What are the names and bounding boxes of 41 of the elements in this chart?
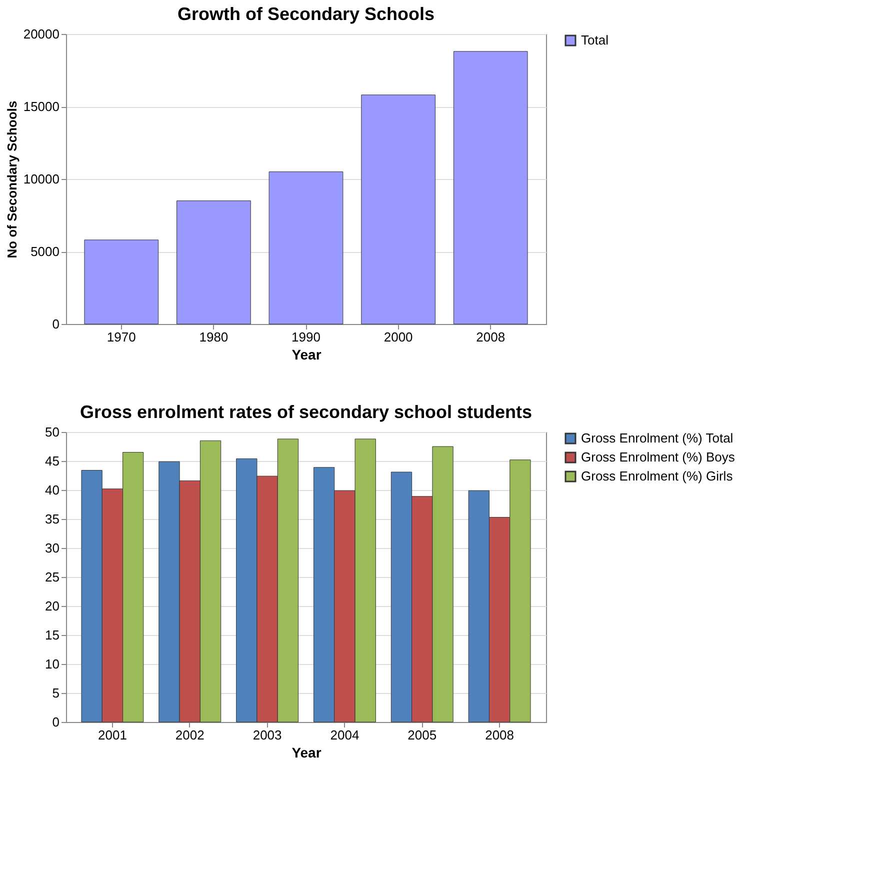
x-axis-title: Year [292,744,322,760]
y-tick-label: 25 [45,570,60,584]
y-axis-title: No of Secondary Schools [4,100,20,258]
x-tick-label: 2003 [252,728,282,742]
legend-label: Gross Enrolment (%) Total [581,430,734,446]
y-tick-label: 20000 [23,26,60,42]
y-tick-label: 10 [45,656,60,672]
bar [176,200,251,324]
legend-label: Total [581,32,609,48]
x-tick-label: 2008 [476,330,506,344]
y-tick-label: 35 [45,512,60,526]
y-tick-label: 30 [45,540,60,556]
y-tick-label: 45 [45,454,60,468]
y-tick-label: 5000 [30,244,60,259]
y-tick-label: 20 [45,598,60,614]
x-tick-label: 1980 [199,330,228,344]
y-tick-label: 5 [52,686,60,700]
x-tick-label: 2000 [384,330,413,344]
chart-title: Growth of Secondary Schools [177,4,435,24]
x-tick-label: 1990 [292,330,320,344]
y-tick-label: 0 [52,714,60,730]
legend-label: Gross Enrolment (%) Boys [581,450,736,464]
x-tick-label: 2008 [485,728,514,742]
legend-label: Gross Enrolment (%) Girls [581,468,734,484]
chart-title: Gross enrolment rates of secondary school students [80,402,532,422]
x-axis-title: Year [292,346,322,362]
y-tick-label: 10000 [23,172,60,186]
y-tick-label: 0 [52,316,60,332]
y-tick-label: 15 [45,628,60,642]
bar [361,94,436,324]
y-tick-label: 50 [45,424,60,440]
x-tick-label: 1970 [106,330,136,344]
bar [453,51,528,324]
x-tick-label: 2002 [175,728,204,742]
x-tick-label: 2005 [408,728,437,742]
y-tick-label: 40 [45,482,60,498]
bar [84,240,159,324]
bar [268,172,344,324]
x-tick-label: 2004 [330,728,360,742]
y-tick-label: 15000 [23,99,60,114]
x-tick-label: 2001 [98,728,127,742]
